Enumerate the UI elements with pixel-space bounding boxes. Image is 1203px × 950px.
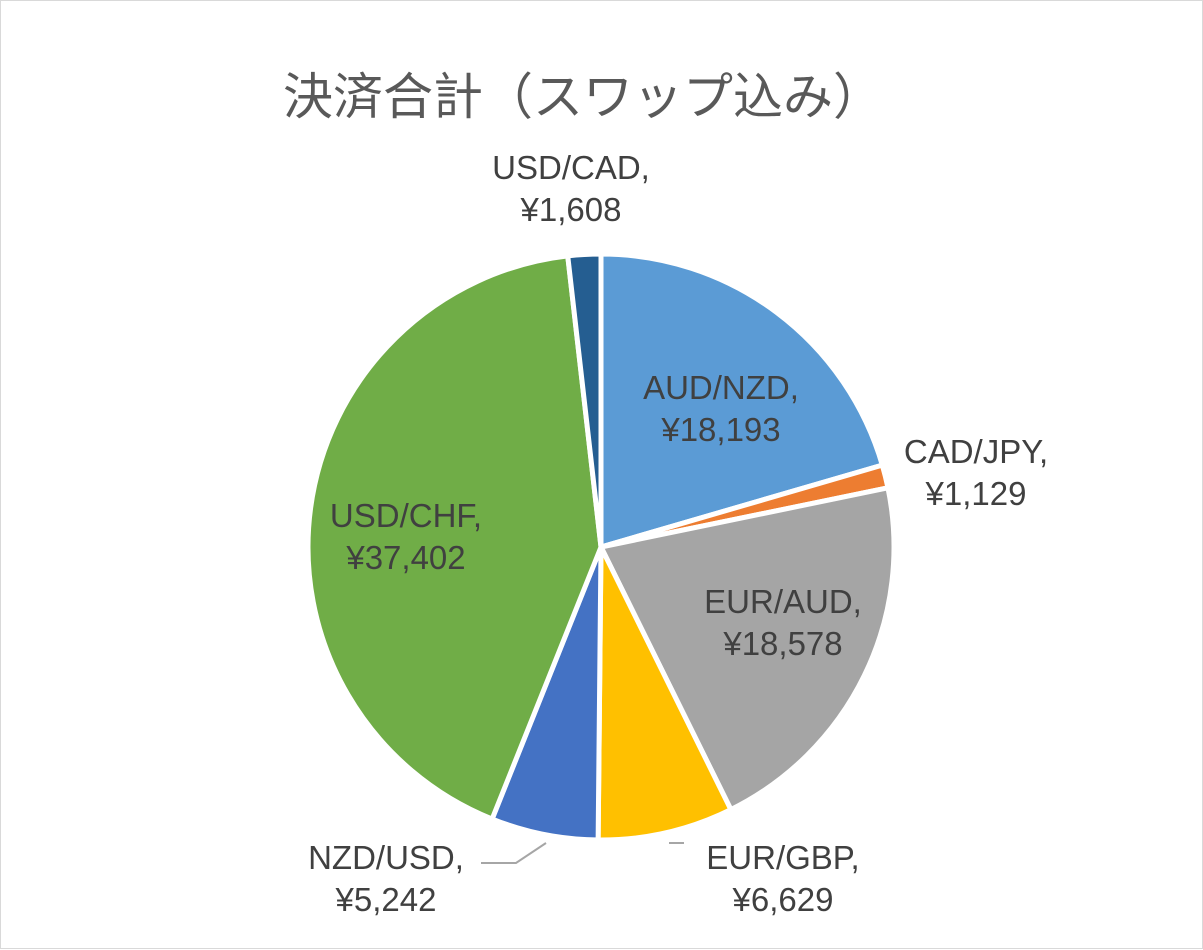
leader-lines — [481, 842, 684, 864]
pie-slice-usd-chf — [305, 253, 604, 822]
pie-slice-usd-cad — [565, 251, 604, 550]
slice-labels: AUD/NZD, ¥18,193 CAD/JPY, ¥1,129 EUR/AUD, ¥18… — [308, 149, 1048, 918]
data-label-usd-chf: USD/CHF, ¥37,402 — [330, 497, 482, 576]
data-label-usd-cad: USD/CAD, ¥1,608 — [492, 149, 650, 228]
chart-title: 決済合計（スワップ込み） — [283, 68, 883, 126]
pie-slice-aud-nzd — [598, 251, 885, 550]
pie-slice-eur-gbp — [595, 544, 734, 843]
data-label-aud-nzd: AUD/NZD, ¥18,193 — [643, 369, 799, 448]
data-label-eur-gbp: EUR/GBP, ¥6,629 — [706, 839, 859, 918]
pie-slices — [305, 251, 897, 843]
data-label-cad-jpy: CAD/JPY, ¥1,129 — [904, 433, 1048, 512]
data-label-nzd-usd: NZD/USD, ¥5,242 — [308, 839, 464, 918]
pie-slice-eur-aud — [598, 485, 897, 813]
leader-line-nzd-usd — [481, 842, 547, 864]
data-label-eur-aud: EUR/AUD, ¥18,578 — [704, 583, 862, 662]
